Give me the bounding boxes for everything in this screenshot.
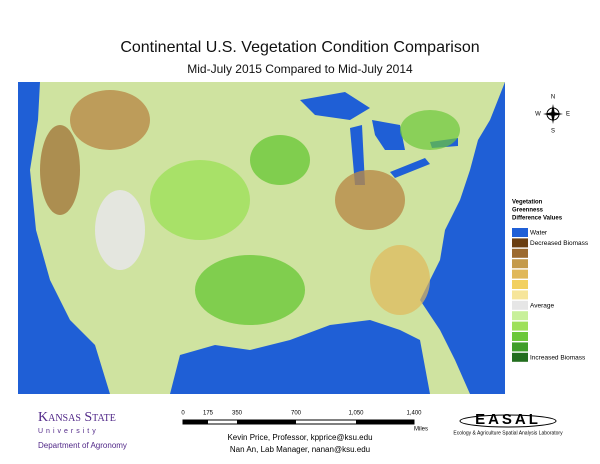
scale-label: 1,400 xyxy=(406,411,422,417)
legend-swatch xyxy=(512,321,528,331)
compass-rose xyxy=(543,104,563,124)
scale-segment xyxy=(356,420,414,424)
region xyxy=(150,160,250,240)
region xyxy=(95,190,145,270)
region xyxy=(370,245,430,315)
region xyxy=(335,170,405,230)
scale-segment xyxy=(237,420,296,424)
legend-label: Water xyxy=(530,230,548,237)
credit: Nan An, Lab Manager, nanan@ksu.edu xyxy=(230,445,370,454)
compass-w: W xyxy=(535,112,541,118)
scale-label: 1,050 xyxy=(348,411,364,417)
legend-swatch xyxy=(512,332,528,341)
region xyxy=(400,110,460,150)
legend-swatch xyxy=(512,269,528,279)
scale-unit: Miles xyxy=(414,427,428,433)
legend-swatch xyxy=(512,228,528,237)
gulf xyxy=(170,320,430,394)
credit: Kevin Price, Professor, kpprice@ksu.edu xyxy=(227,433,372,442)
region xyxy=(195,255,305,325)
lake-erie xyxy=(390,158,430,178)
compass-n: N xyxy=(551,95,555,101)
title: Continental U.S. Vegetation Condition Co… xyxy=(120,39,479,56)
map xyxy=(18,82,505,394)
compass-e: E xyxy=(566,112,570,118)
scale-label: 175 xyxy=(203,411,214,417)
scale-label: 350 xyxy=(232,411,243,417)
lake-michigan xyxy=(350,125,365,185)
easal-name: EASAL xyxy=(475,411,541,428)
lake-huron xyxy=(372,120,405,150)
compass-s: S xyxy=(551,129,555,135)
legend-title: Vegetation xyxy=(512,200,543,206)
legend-title: Greenness xyxy=(512,208,544,214)
easal-swoosh xyxy=(459,414,557,428)
legend-swatch xyxy=(512,290,528,300)
pacific xyxy=(18,82,110,394)
ksu-name: Kansas State xyxy=(38,410,116,425)
scale-bar: Miles 0 175 350 700 1,050 1,400 xyxy=(181,411,428,433)
region xyxy=(250,135,310,185)
lake-superior xyxy=(300,92,370,120)
legend-swatch xyxy=(512,352,528,362)
ksu-dept: Department of Agronomy xyxy=(38,441,127,450)
region xyxy=(40,125,80,215)
region xyxy=(70,90,150,150)
scale-label: 0 xyxy=(181,411,185,417)
legend: Vegetation Greenness Difference Values Wate… xyxy=(512,200,589,362)
scale-label: 700 xyxy=(291,411,302,417)
legend-swatch xyxy=(512,238,528,248)
legend-label: Average xyxy=(530,303,554,310)
legend-swatch xyxy=(512,300,528,310)
legend-label: Increased Biomass xyxy=(530,355,586,362)
easal-sub: Ecology & Agriculture Spatial Analysis L… xyxy=(453,430,563,436)
legend-swatch xyxy=(512,342,528,352)
compass: N S E W xyxy=(535,95,570,135)
scale-segment xyxy=(183,420,208,424)
legend-title: Difference Values xyxy=(512,216,563,222)
legend-swatch xyxy=(512,259,528,269)
legend-swatch xyxy=(512,248,528,258)
atlantic xyxy=(420,82,505,394)
legend-swatch xyxy=(512,311,528,321)
legend-label: Decreased Biomass xyxy=(530,240,589,247)
ksu-sub: University xyxy=(38,428,99,435)
subtitle: Mid-July 2015 Compared to Mid-July 2014 xyxy=(187,62,413,76)
legend-swatch xyxy=(512,280,528,289)
